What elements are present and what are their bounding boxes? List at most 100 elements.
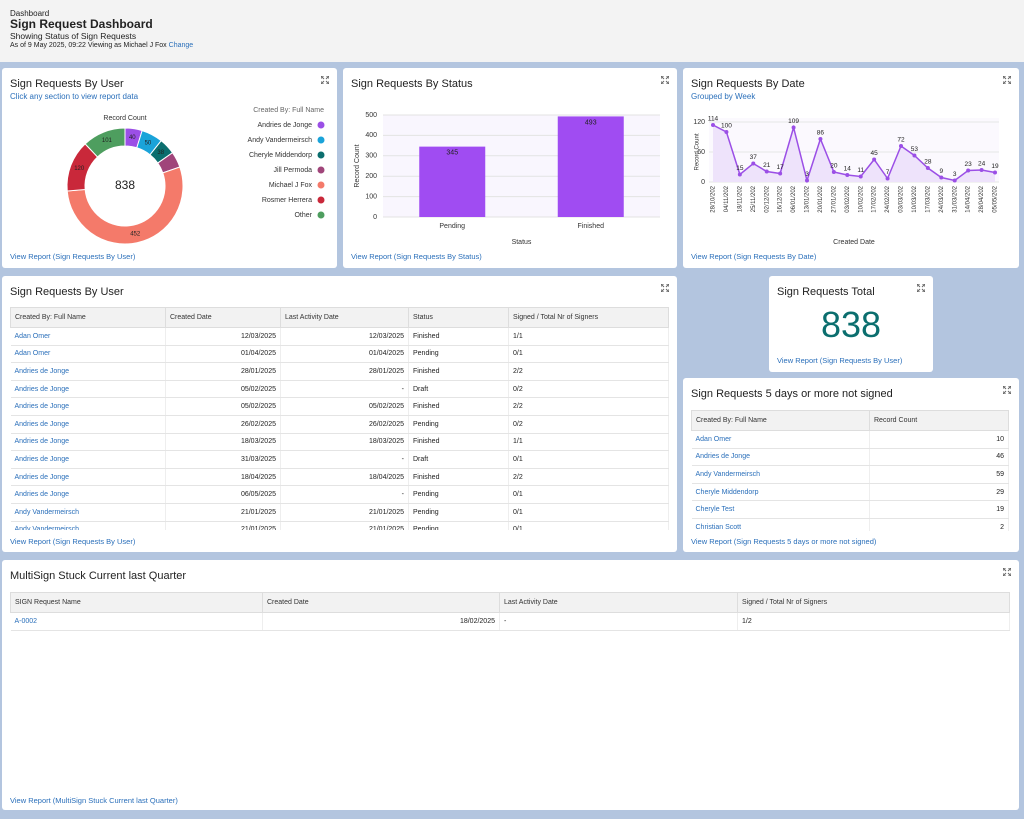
legend-label: Rosmer Herrera xyxy=(262,197,312,204)
point xyxy=(778,171,783,176)
table-cell[interactable]: Cheryle Middendorp xyxy=(691,483,870,502)
table-wrap: Created By: Full Name Record Count Adan Om… xyxy=(691,410,1009,531)
x-tick-label: 10/03/202 xyxy=(912,185,918,212)
x-axis-label: Created Date xyxy=(833,239,875,246)
report-link[interactable]: View Report (Sign Requests By Status) xyxy=(351,252,482,261)
x-tick-label: 18/11/202 xyxy=(737,185,743,212)
page-title: Sign Request Dashboard xyxy=(10,17,153,32)
table-cell[interactable]: Andries de Jonge xyxy=(10,380,166,399)
table-cell[interactable]: Andries de Jonge xyxy=(10,450,166,469)
x-axis-label: Status xyxy=(512,239,532,246)
table-cell: - xyxy=(280,380,409,399)
table: Created By: Full Name Record Count Adan Om… xyxy=(691,410,1009,531)
table-cell[interactable]: Andries de Jonge xyxy=(10,468,166,487)
report-link[interactable]: View Report (Sign Requests 5 days or mor… xyxy=(691,537,877,546)
table-row: Cheryle Test 19 xyxy=(691,500,1009,519)
table-cell: 18/04/2025 xyxy=(165,468,281,487)
expand-icon[interactable] xyxy=(1003,568,1011,576)
table-row: Andries de Jonge 28/01/2025 28/01/2025 Fini… xyxy=(10,362,669,381)
data-label: 3 xyxy=(953,171,957,178)
point xyxy=(899,144,903,148)
expand-icon[interactable] xyxy=(1003,76,1011,84)
column-header: Last Activity Date xyxy=(280,307,409,328)
table-cell[interactable]: Andries de Jonge xyxy=(10,433,166,452)
x-tick-label: 24/02/202 xyxy=(885,185,891,212)
y-tick-label: 400 xyxy=(365,132,377,139)
x-tick-label: 17/02/202 xyxy=(872,185,878,212)
data-label: 101 xyxy=(102,138,113,144)
table-cell[interactable]: Andy Vandermeirsch xyxy=(10,503,166,522)
table-cell[interactable]: Adan Omer xyxy=(10,327,166,346)
table-cell: Pending xyxy=(408,415,509,434)
data-label: 15 xyxy=(736,165,744,172)
x-tick-label: 28/04/202 xyxy=(979,185,985,212)
data-label: 24 xyxy=(978,161,986,168)
expand-icon[interactable] xyxy=(661,76,669,84)
table-row: Adan Omer 10 xyxy=(691,430,1009,449)
legend-dot xyxy=(317,211,325,219)
expand-icon[interactable] xyxy=(661,284,669,292)
area xyxy=(713,125,995,182)
table-cell[interactable]: Andy Vandermeirsch xyxy=(10,521,166,530)
table-cell[interactable]: Andries de Jonge xyxy=(10,415,166,434)
x-tick-label: 25/11/202 xyxy=(751,185,757,212)
table-cell: 05/02/2025 xyxy=(280,397,409,416)
point xyxy=(737,172,742,177)
x-tick-label: 03/02/202 xyxy=(845,185,851,212)
y-tick-label: 0 xyxy=(701,179,705,186)
report-link[interactable]: View Report (MultiSign Stuck Current las… xyxy=(10,796,178,805)
expand-icon[interactable] xyxy=(917,284,925,292)
change-link[interactable]: Change xyxy=(168,41,194,49)
point xyxy=(979,168,984,172)
table-cell: 26/02/2025 xyxy=(165,415,281,434)
expand-icon[interactable] xyxy=(321,76,329,84)
total-value: 838 xyxy=(820,304,882,345)
data-label: 38 xyxy=(157,150,164,156)
x-tick-label: 17/03/202 xyxy=(925,185,931,212)
table-cell: 0/1 xyxy=(508,345,669,364)
table-cell: 0/1 xyxy=(508,503,669,522)
bar-chart: 0 100 200 300 400 500 345 Pending 493 Finished Sta… xyxy=(354,112,660,246)
table-cell[interactable]: Andries de Jonge xyxy=(691,448,870,467)
value-title: Record Count xyxy=(103,115,146,122)
table-cell: 06/05/2025 xyxy=(165,485,281,504)
point xyxy=(724,130,729,134)
table-cell[interactable]: Andries de Jonge xyxy=(10,485,166,504)
column-header: SIGN Request Name xyxy=(10,592,263,613)
table-cell[interactable]: Adan Omer xyxy=(10,345,166,364)
table-cell[interactable]: Cheryle Test xyxy=(691,500,870,519)
table-cell[interactable]: A-0002 xyxy=(10,612,263,631)
table-cell: 1/1 xyxy=(508,327,669,346)
panel-title: Sign Requests By User xyxy=(10,286,124,298)
expand-icon[interactable] xyxy=(1003,386,1011,394)
table-row: Andy Vandermeirsch 21/01/2025 21/01/2025 Pe… xyxy=(10,521,669,530)
table-cell: 46 xyxy=(869,448,1009,467)
point xyxy=(805,178,809,183)
center-total: 838 xyxy=(115,178,135,192)
report-link[interactable]: View Report (Sign Requests By User) xyxy=(777,356,903,365)
donut-segment xyxy=(84,127,126,158)
point xyxy=(751,161,756,166)
report-link[interactable]: View Report (Sign Requests By User) xyxy=(10,252,136,261)
report-link[interactable]: View Report (Sign Requests By Date) xyxy=(691,252,817,261)
data-label: 109 xyxy=(788,118,799,125)
column-header: Signed / Total Nr of Signers xyxy=(737,592,1010,613)
table-cell[interactable]: Christian Scott xyxy=(691,518,870,531)
table-cell: 1/1 xyxy=(508,433,669,452)
x-tick-label: 13/01/202 xyxy=(805,185,811,212)
report-link[interactable]: View Report (Sign Requests By User) xyxy=(10,537,136,546)
table-cell[interactable]: Adan Omer xyxy=(691,430,870,449)
x-tick-label: 14/04/202 xyxy=(966,185,972,212)
table-cell[interactable]: Andries de Jonge xyxy=(10,397,166,416)
x-tick-label: 06/01/202 xyxy=(791,185,797,212)
table-cell[interactable]: Andries de Jonge xyxy=(10,362,166,381)
data-label: 452 xyxy=(130,232,141,238)
legend-label: Andy Vandermeirsch xyxy=(248,137,313,144)
table-cell[interactable]: Andy Vandermeirsch xyxy=(691,465,870,484)
table-cell: 01/04/2025 xyxy=(280,345,409,364)
table-cell: 19 xyxy=(869,500,1009,519)
table-cell: 2/2 xyxy=(508,468,669,487)
donut-segment xyxy=(66,166,184,245)
data-label: 28 xyxy=(924,159,932,166)
table-cell: 28/01/2025 xyxy=(280,362,409,381)
